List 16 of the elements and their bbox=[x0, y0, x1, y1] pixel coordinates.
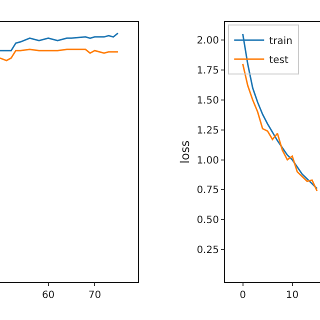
y-tick-label: 0.25 bbox=[196, 245, 219, 256]
legend-label: test bbox=[269, 55, 288, 66]
x-tick-label: 10 bbox=[286, 290, 299, 301]
x-tick-label: 60 bbox=[42, 290, 55, 301]
y-tick-label: 1.75 bbox=[196, 65, 219, 76]
x-tick-label: 0 bbox=[240, 290, 246, 301]
y-tick-label: 1.25 bbox=[196, 125, 219, 136]
legend-label: train bbox=[269, 36, 292, 47]
y-tick-label: 1.00 bbox=[196, 155, 219, 166]
line-series bbox=[242, 63, 318, 192]
y-tick-label: 0.75 bbox=[196, 185, 219, 196]
y-tick-label: 0.50 bbox=[196, 215, 219, 226]
y-tick-label: 2.00 bbox=[196, 35, 219, 46]
y-tick-label: 1.50 bbox=[196, 95, 219, 106]
x-tick-label: 70 bbox=[88, 290, 102, 301]
y-axis-title: loss bbox=[178, 140, 192, 164]
